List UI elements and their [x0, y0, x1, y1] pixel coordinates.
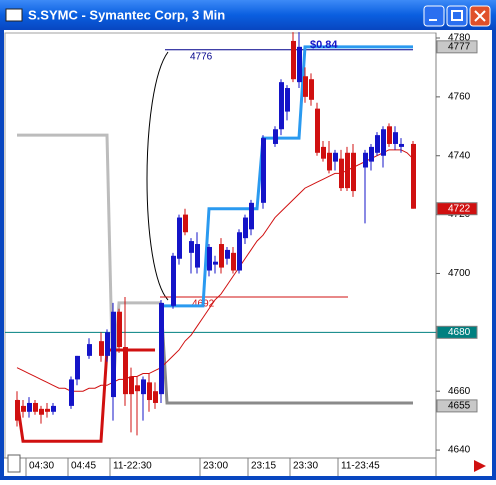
candle-body	[393, 132, 398, 144]
candle-body	[381, 129, 386, 156]
annotation: $0.84	[310, 39, 338, 51]
y-tick-label: 4640	[448, 445, 471, 456]
candle-body	[183, 214, 188, 233]
app-icon	[5, 8, 23, 22]
candle-body	[117, 311, 122, 348]
candle-body	[273, 129, 278, 144]
price-marker	[436, 40, 478, 54]
price-marker-label: 4655	[448, 401, 471, 412]
candle-body	[231, 252, 236, 271]
candle-body	[171, 255, 176, 306]
candle-body	[213, 261, 218, 265]
candle-body	[87, 344, 92, 356]
candle-body	[345, 152, 350, 189]
y-tick-label: 4760	[448, 92, 471, 103]
candle-body	[51, 405, 56, 412]
candle-body	[129, 376, 134, 395]
candle-body	[225, 249, 230, 259]
candle-body	[237, 232, 242, 271]
candle-body	[123, 347, 128, 395]
x-tick-label: 23:30	[293, 461, 318, 472]
candle-body	[387, 126, 392, 144]
maximize-button[interactable]	[446, 5, 468, 27]
minimize-button[interactable]	[423, 5, 445, 27]
candle-body	[309, 79, 314, 100]
candle-body	[147, 382, 152, 401]
candle-body	[399, 143, 404, 147]
candle-body	[321, 146, 326, 159]
overlay-line	[17, 133, 161, 392]
window-buttons[interactable]	[423, 5, 491, 27]
candle-body	[303, 76, 308, 97]
price-marker-label: 4680	[448, 327, 471, 338]
candle-body	[333, 152, 338, 162]
window-title: S.SYMC - Symantec Corp, 3 Min	[28, 7, 225, 22]
x-tick-label: 04:45	[71, 461, 96, 472]
candle-body	[315, 108, 320, 153]
candle-body	[105, 332, 110, 356]
price-marker-label: 4777	[448, 41, 471, 52]
price-marker	[436, 325, 478, 339]
candle-body	[207, 246, 212, 271]
candle-body	[291, 40, 296, 80]
x-tick-label: 23:00	[203, 461, 228, 472]
candle-body	[219, 244, 224, 268]
candle-body	[351, 152, 356, 192]
candle-body	[33, 402, 38, 412]
y-tick-label: 4780	[448, 33, 471, 44]
candle-body	[369, 146, 374, 162]
price-marker	[436, 399, 478, 413]
candle-body	[261, 138, 266, 203]
x-tick-label: 04:30	[29, 461, 54, 472]
overlay-line	[161, 45, 413, 308]
candle-body	[39, 408, 44, 415]
candle-body	[111, 311, 116, 398]
candle-body	[75, 355, 80, 380]
candle-body	[297, 46, 302, 83]
candle-body	[15, 400, 20, 421]
candle-body	[249, 202, 254, 230]
close-icon	[474, 10, 486, 22]
x-tick-label: 11-23:45	[341, 461, 380, 472]
candle-body	[45, 408, 50, 412]
overlay-line	[15, 348, 155, 443]
scroll-box[interactable]	[7, 454, 21, 473]
candle-body	[279, 82, 284, 130]
candle-body	[285, 88, 290, 112]
candle-body	[363, 152, 368, 168]
candle-body	[159, 302, 164, 395]
candle-body	[375, 135, 380, 153]
x-tick-label: 23:15	[251, 461, 276, 472]
overlay-line	[159, 302, 413, 405]
candle-body	[141, 379, 146, 395]
level-label: 4776	[190, 51, 213, 62]
title-bar	[0, 0, 496, 30]
candle-body	[177, 217, 182, 259]
x-tick-label: 11-22:30	[113, 461, 152, 472]
price-marker	[436, 202, 478, 216]
candle-body	[69, 379, 74, 406]
candle-body	[135, 385, 140, 392]
maximize-icon	[451, 10, 463, 21]
arc-drawing	[146, 51, 169, 301]
candle-body	[327, 152, 332, 171]
y-tick-label: 4660	[448, 386, 471, 397]
candle-body	[411, 143, 416, 209]
y-tick-label: 4740	[448, 150, 471, 161]
candle-body	[21, 405, 26, 412]
price-marker-label: 4722	[448, 203, 471, 214]
candle-body	[339, 158, 344, 189]
candle-body	[189, 241, 194, 253]
y-tick-label: 4700	[448, 268, 471, 279]
candle-body	[27, 402, 32, 412]
candle-body	[195, 244, 200, 268]
scroll-arrow[interactable]	[474, 460, 486, 472]
candle-body	[99, 341, 104, 356]
candle-body	[243, 217, 248, 239]
candle-body	[153, 391, 158, 403]
